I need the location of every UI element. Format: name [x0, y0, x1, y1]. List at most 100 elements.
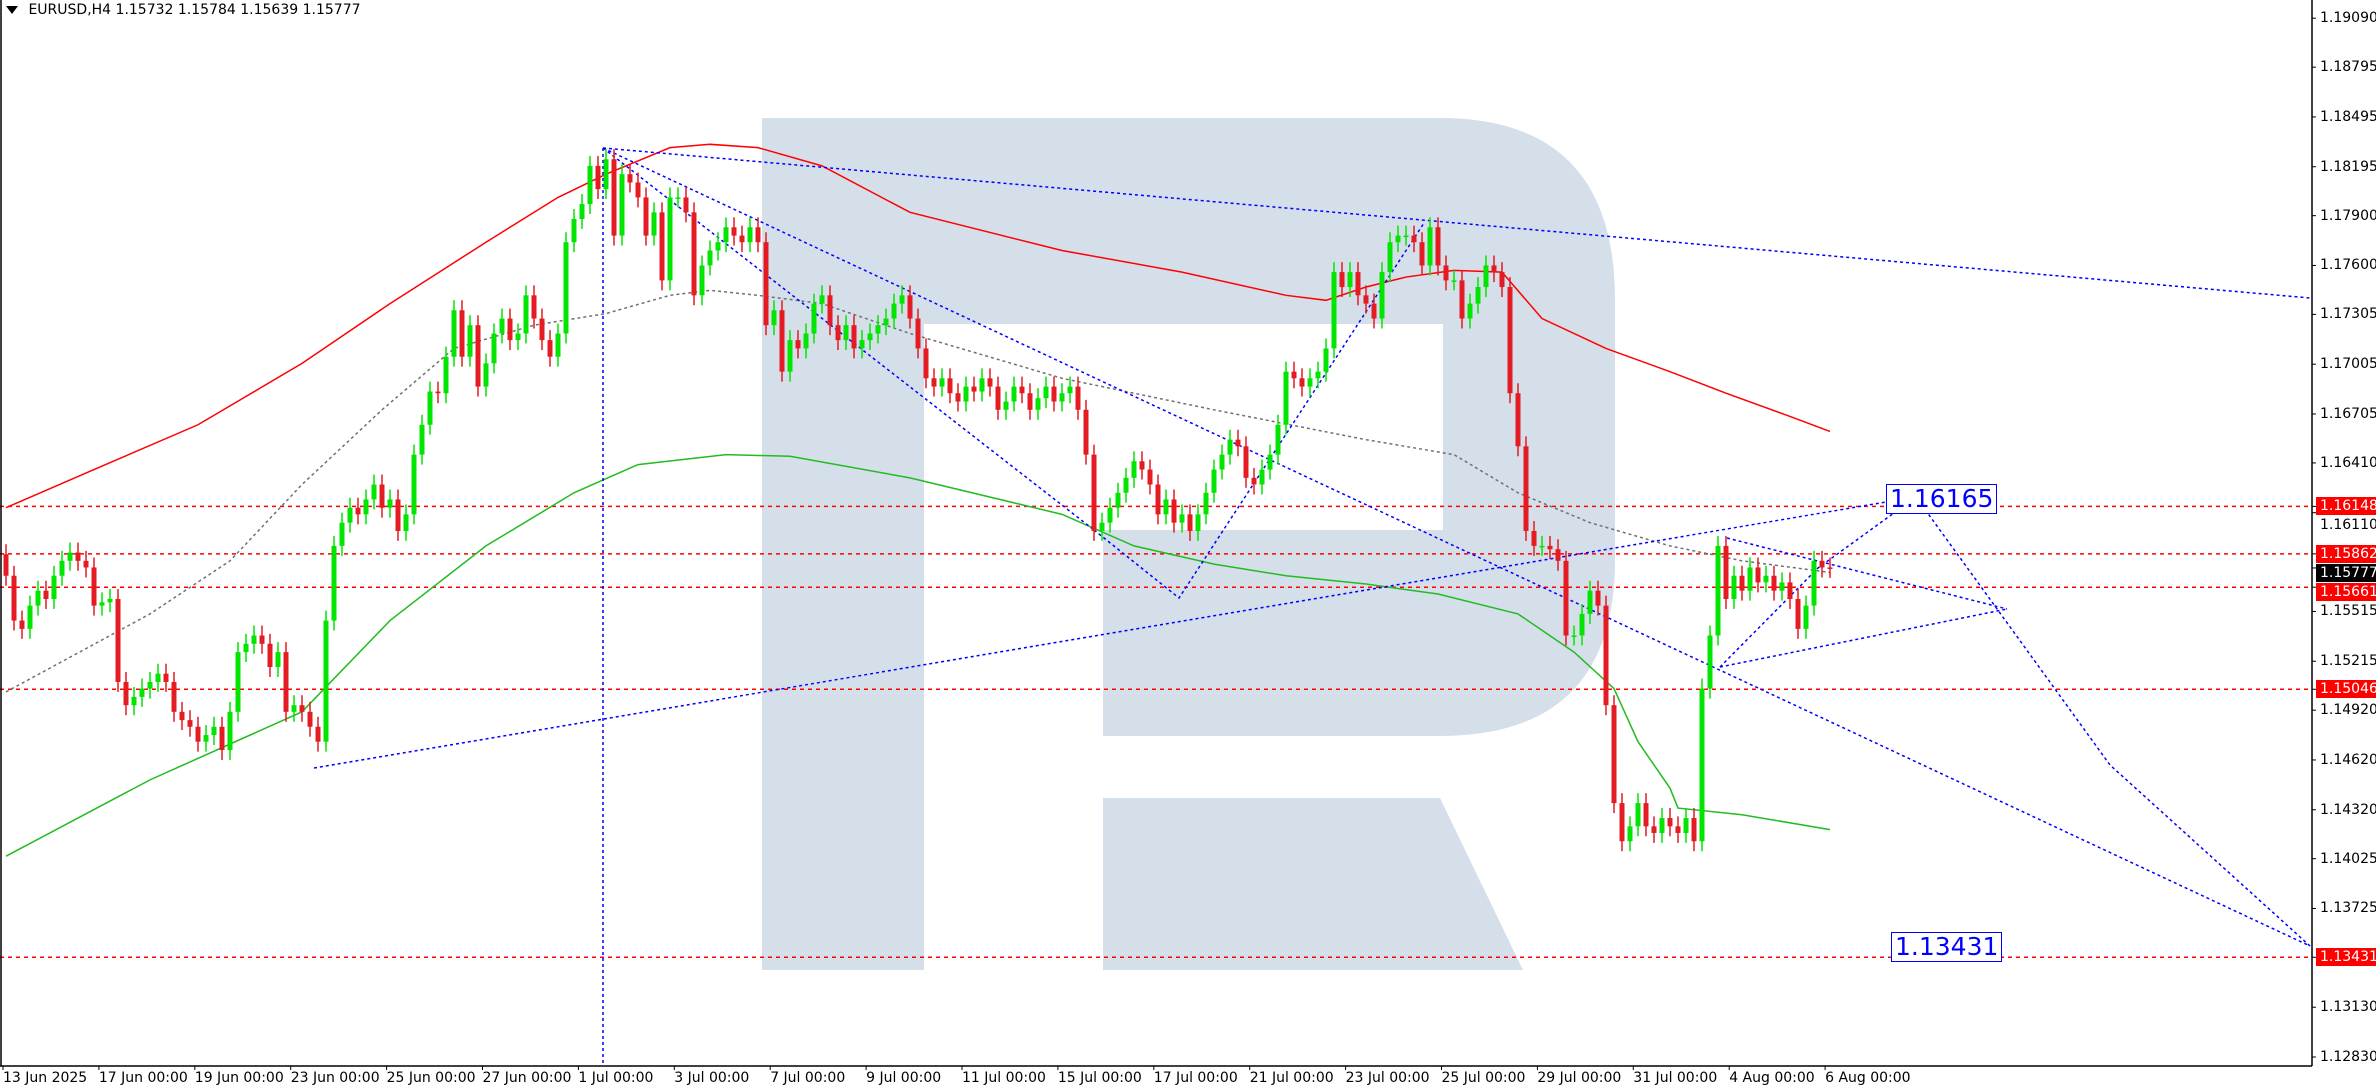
candle [627, 164, 633, 193]
candle [595, 155, 601, 200]
candle-body [699, 265, 705, 296]
candle-body [659, 212, 665, 281]
candle-body [1107, 507, 1113, 523]
candle-body [19, 620, 25, 629]
candle-body [203, 735, 209, 742]
collapse-triangle-icon[interactable] [6, 6, 18, 14]
target-label-upper[interactable]: 1.16165 [1886, 484, 1998, 514]
candle [483, 353, 489, 397]
candle-body [67, 552, 73, 561]
candle [91, 557, 97, 616]
candle [995, 376, 1001, 420]
candle-body [979, 378, 985, 392]
candle-body [651, 212, 657, 236]
candle [803, 323, 809, 359]
candle [819, 285, 825, 314]
price-tick-label: 1.13130 [2320, 999, 2376, 1016]
candle-body [1619, 803, 1625, 842]
target-label-lower[interactable]: 1.13431 [1891, 932, 2003, 962]
candle [795, 330, 801, 359]
candle [1371, 293, 1377, 329]
ohlc-high: 1.15784 [177, 2, 236, 18]
candle [723, 217, 729, 253]
candle [1723, 535, 1729, 609]
candle [435, 381, 441, 404]
trendline-channel[interactable] [602, 147, 2311, 947]
candle-body [579, 204, 585, 219]
candle [1419, 232, 1425, 276]
candle [1211, 459, 1217, 503]
candle-body [1811, 560, 1817, 606]
forecast-path[interactable] [1719, 495, 2311, 947]
candle-body [1387, 242, 1393, 273]
candle [867, 323, 873, 351]
candle-body [1691, 818, 1697, 842]
candle [403, 504, 409, 541]
candle-body [1491, 265, 1497, 273]
candle [411, 444, 417, 525]
candle [283, 642, 289, 722]
price-tick-label: 1.15215 [2320, 653, 2376, 670]
candle-body [1307, 378, 1313, 387]
candle [899, 285, 905, 314]
candle [315, 716, 321, 752]
candle-body [1123, 477, 1129, 493]
candle [1067, 376, 1073, 404]
candle-body [1059, 393, 1065, 402]
candle [75, 542, 81, 571]
candle-body [1699, 688, 1705, 842]
candle [547, 330, 553, 367]
price-tick-label: 1.16705 [2320, 405, 2376, 422]
candle-body [1531, 530, 1537, 546]
candle [363, 489, 369, 525]
candle-body [1547, 545, 1553, 550]
candle-body [323, 620, 329, 742]
time-tick-label: 6 Aug 00:00 [1825, 1070, 1911, 1086]
candle-body [251, 635, 257, 644]
candle-body [1427, 227, 1433, 266]
candle-body [515, 333, 521, 341]
candle [1611, 695, 1617, 814]
candle-body [355, 507, 361, 515]
candle [1643, 793, 1649, 837]
candle [1155, 474, 1161, 525]
candle [1387, 232, 1393, 283]
candle-body [1755, 567, 1761, 583]
trendline-rising[interactable] [313, 496, 1917, 769]
candle-body [11, 575, 17, 621]
price-tick-label: 1.13725 [2320, 900, 2376, 917]
candle-body [1771, 575, 1777, 591]
candle [179, 701, 185, 731]
candle-body [1483, 265, 1489, 288]
candle [59, 550, 65, 586]
candle [667, 187, 673, 291]
candle [1651, 816, 1657, 843]
candle-body [1091, 454, 1097, 531]
candle [11, 565, 17, 631]
candle [1731, 565, 1737, 609]
candle-body [1051, 386, 1057, 402]
candle [163, 663, 169, 692]
moving-averages [5, 143, 1831, 857]
candle [1051, 376, 1057, 412]
candle-body [163, 673, 169, 682]
candle-body [99, 602, 105, 606]
candle-body [1603, 605, 1609, 706]
candle-body [243, 643, 249, 653]
candle [1331, 262, 1337, 359]
candle-body [731, 227, 737, 236]
candle [1467, 293, 1473, 329]
candle [251, 625, 257, 654]
price-tick-label: 1.17600 [2320, 257, 2376, 274]
candle [1515, 383, 1521, 457]
triangle-lower[interactable] [1719, 608, 2008, 668]
triangle-upper[interactable] [1726, 537, 2008, 610]
candle [83, 550, 89, 578]
candle-body [1291, 371, 1297, 379]
candle-body [1635, 803, 1641, 827]
candle [1339, 262, 1345, 297]
candle [1403, 225, 1409, 246]
candle-body [347, 507, 353, 523]
zigzag-july[interactable] [1093, 222, 1425, 600]
